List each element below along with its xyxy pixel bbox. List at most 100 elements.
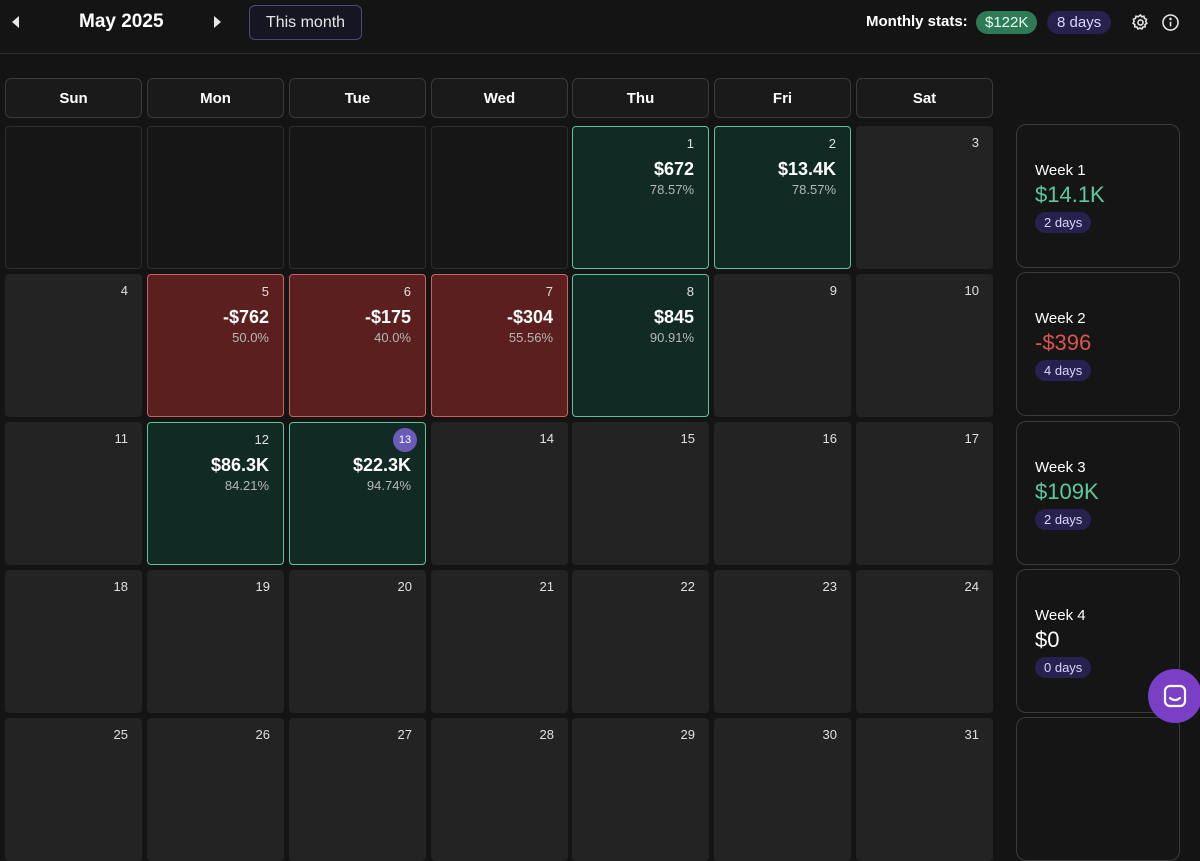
calendar-day-21[interactable]: 21 xyxy=(431,570,568,713)
week-days-badge: 2 days xyxy=(1035,212,1092,233)
week-pnl: $0 xyxy=(1035,627,1060,652)
day-number: 22 xyxy=(680,579,695,594)
calendar-day-16[interactable]: 16 xyxy=(714,422,851,565)
gear-icon xyxy=(1131,13,1148,30)
day-number: 15 xyxy=(680,431,695,446)
monthly-days-badge: 8 days xyxy=(1047,11,1112,34)
day-pnl: $845 xyxy=(653,307,694,327)
day-number: 19 xyxy=(255,579,270,594)
calendar-day-4[interactable]: 4 xyxy=(5,274,142,417)
calendar-day-3[interactable]: 3 xyxy=(856,126,993,269)
calendar-day-10[interactable]: 10 xyxy=(856,274,993,417)
calendar-day-18[interactable]: 18 xyxy=(5,570,142,713)
calendar-day-empty xyxy=(5,126,142,269)
weekday-header-fri: Fri xyxy=(714,78,851,118)
day-win-rate: 90.91% xyxy=(649,330,694,345)
day-win-rate: 84.21% xyxy=(224,478,269,493)
monthly-stats-label: Monthly stats: xyxy=(866,13,968,30)
calendar-day-28[interactable]: 28 xyxy=(431,718,568,861)
calendar-day-1[interactable]: 1 $672 78.57% xyxy=(572,126,709,269)
calendar-day-24[interactable]: 24 xyxy=(856,570,993,713)
day-number: 1 xyxy=(686,136,694,151)
day-pnl: -$175 xyxy=(364,307,411,327)
calendar-day-8[interactable]: 8 $845 90.91% xyxy=(572,274,709,417)
calendar-day-11[interactable]: 11 xyxy=(5,422,142,565)
week-summary-card-2[interactable]: Week 2 -$396 4 days xyxy=(1016,272,1180,416)
day-number: 24 xyxy=(964,579,979,594)
day-pnl: -$304 xyxy=(506,307,553,327)
day-number: 18 xyxy=(113,579,128,594)
week-pnl: $109K xyxy=(1035,479,1099,504)
day-number: 29 xyxy=(680,727,695,742)
day-number: 6 xyxy=(403,284,411,299)
calendar-day-2[interactable]: 2 $13.4K 78.57% xyxy=(714,126,851,269)
calendar-day-26[interactable]: 26 xyxy=(147,718,284,861)
day-pnl: $13.4K xyxy=(777,159,836,179)
day-number: 10 xyxy=(964,283,979,298)
chat-button[interactable] xyxy=(1148,669,1200,723)
calendar-day-30[interactable]: 30 xyxy=(714,718,851,861)
day-pnl: $672 xyxy=(653,159,694,179)
weekday-header-sat: Sat xyxy=(856,78,993,118)
calendar-day-15[interactable]: 15 xyxy=(572,422,709,565)
day-number: 25 xyxy=(113,727,128,742)
next-month-button[interactable] xyxy=(209,14,225,30)
calendar-day-25[interactable]: 25 xyxy=(5,718,142,861)
calendar-header: May 2025 This month Monthly stats: $122K… xyxy=(0,0,1200,54)
calendar-day-empty xyxy=(431,126,568,269)
calendar-day-27[interactable]: 27 xyxy=(289,718,426,861)
day-number: 11 xyxy=(114,431,129,446)
this-month-button[interactable]: This month xyxy=(249,5,362,40)
chat-icon xyxy=(1163,684,1187,708)
day-number: 9 xyxy=(829,283,837,298)
calendar-day-6[interactable]: 6 -$175 40.0% xyxy=(289,274,426,417)
calendar-day-7[interactable]: 7 -$304 55.56% xyxy=(431,274,568,417)
day-number: 21 xyxy=(539,579,554,594)
week-pnl: $14.1K xyxy=(1035,182,1105,207)
calendar-day-17[interactable]: 17 xyxy=(856,422,993,565)
chevron-left-icon xyxy=(12,16,19,28)
prev-month-button[interactable] xyxy=(8,14,24,30)
day-number: 12 xyxy=(254,432,269,447)
day-number: 7 xyxy=(545,284,553,299)
calendar-day-5[interactable]: 5 -$762 50.0% xyxy=(147,274,284,417)
week-days-badge: 0 days xyxy=(1035,657,1092,678)
day-number: 28 xyxy=(539,727,554,742)
day-number: 23 xyxy=(822,579,837,594)
day-win-rate: 40.0% xyxy=(374,330,411,345)
calendar-day-23[interactable]: 23 xyxy=(714,570,851,713)
settings-button[interactable] xyxy=(1130,12,1150,32)
day-number: 30 xyxy=(822,727,837,742)
calendar-day-12[interactable]: 12 $86.3K 84.21% xyxy=(147,422,284,565)
week-summary-card-3[interactable]: Week 3 $109K 2 days xyxy=(1016,421,1180,565)
today-day-number: 13 xyxy=(393,428,417,452)
weekday-header-sun: Sun xyxy=(5,78,142,118)
calendar-day-9[interactable]: 9 xyxy=(714,274,851,417)
calendar-day-14[interactable]: 14 xyxy=(431,422,568,565)
calendar-day-19[interactable]: 19 xyxy=(147,570,284,713)
day-pnl: -$762 xyxy=(222,307,269,327)
day-pnl: $22.3K xyxy=(352,455,411,475)
info-button[interactable] xyxy=(1160,12,1180,32)
week-days-badge: 4 days xyxy=(1035,360,1092,381)
day-win-rate: 78.57% xyxy=(791,182,836,197)
calendar-day-20[interactable]: 20 xyxy=(289,570,426,713)
week-summary-card-5[interactable] xyxy=(1016,717,1180,861)
monthly-pnl-badge: $122K xyxy=(976,11,1038,34)
week-summary-card-1[interactable]: Week 1 $14.1K 2 days xyxy=(1016,124,1180,268)
day-number: 2 xyxy=(828,136,836,151)
day-number: 20 xyxy=(397,579,412,594)
weekday-header-wed: Wed xyxy=(431,78,568,118)
calendar-day-13[interactable]: 13 $22.3K 94.74% xyxy=(289,422,426,565)
calendar-day-29[interactable]: 29 xyxy=(572,718,709,861)
day-number: 27 xyxy=(397,727,412,742)
weekday-header-thu: Thu xyxy=(572,78,709,118)
day-win-rate: 55.56% xyxy=(508,330,553,345)
weekday-header-mon: Mon xyxy=(147,78,284,118)
calendar-day-22[interactable]: 22 xyxy=(572,570,709,713)
week-label: Week 2 xyxy=(1035,310,1086,327)
day-number: 17 xyxy=(964,431,979,446)
week-label: Week 4 xyxy=(1035,607,1086,624)
calendar-day-31[interactable]: 31 xyxy=(856,718,993,861)
calendar-day-empty xyxy=(147,126,284,269)
